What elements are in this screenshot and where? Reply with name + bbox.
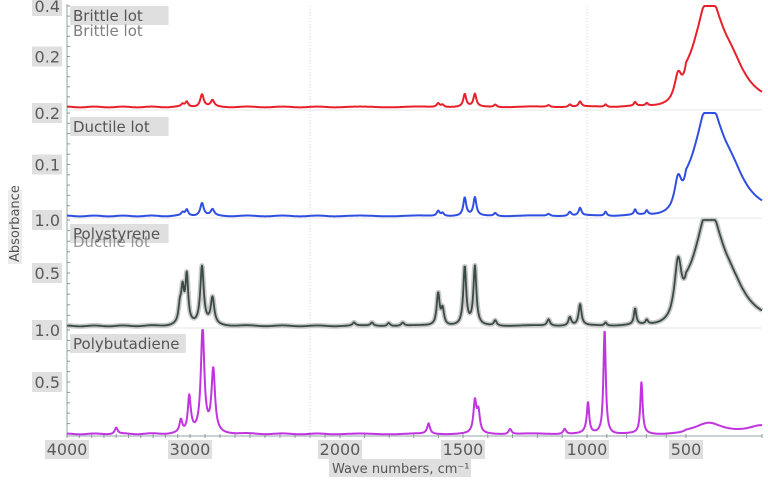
- y-tick-label-bg: [32, 154, 62, 175]
- y-tick-label-bg: [32, 372, 62, 392]
- ghost-label: Ductile lot: [73, 233, 150, 251]
- y-tick-label: 0.5: [35, 264, 60, 283]
- panel-label: Polystyrene: [73, 225, 160, 243]
- x-tick-label-bg: [318, 440, 362, 459]
- panel-label-bg: [70, 6, 169, 25]
- y-tick-label: 1.0: [35, 321, 60, 340]
- x-axis-title: Wave numbers, cm⁻¹: [332, 462, 469, 477]
- spectra-series: [64, 5, 764, 436]
- series-shadow: [64, 217, 764, 329]
- y-tick-label-bg: [32, 210, 62, 230]
- y-tick-label: 0.2: [35, 48, 60, 67]
- y-axis-title: Absorbance: [8, 185, 23, 262]
- x-tick-label: 2000: [320, 440, 361, 459]
- y-tick-label: 0.2: [35, 104, 60, 123]
- spectrum-line: [66, 219, 763, 328]
- x-axis-title-bg: [329, 459, 471, 477]
- x-tick-label: 500: [671, 440, 702, 459]
- x-tick-label-bg: [565, 440, 609, 459]
- y-tick-label-bg: [32, 263, 62, 283]
- y-tick-label: 1.0: [35, 211, 60, 230]
- series-polystyrene: [64, 217, 764, 329]
- panel-label: Polybutadiene: [73, 335, 180, 353]
- spectrum-line: [66, 5, 763, 109]
- x-tick-label: 1000: [567, 440, 608, 459]
- y-tick-label-bg: [32, 103, 62, 123]
- x-tick-label: 3000: [170, 440, 211, 459]
- panel-label: Brittle lot: [73, 7, 143, 25]
- spectrum-line: [66, 112, 763, 218]
- series-polybutadiene: [66, 329, 762, 436]
- y-axis-title-bg: [8, 190, 22, 264]
- panel-label: Ductile lot: [73, 118, 150, 136]
- y-tick-label: 0.5: [35, 373, 60, 392]
- y-tick-label-bg: [32, 0, 62, 16]
- x-tick-label: 4000: [47, 440, 88, 459]
- y-tick-label-bg: [32, 46, 62, 67]
- gridlines: [67, 6, 762, 434]
- y-tick-label: 0.1: [35, 156, 60, 175]
- y-tick-label: 0.4: [35, 0, 60, 16]
- series-brittle-lot: [66, 5, 763, 109]
- x-tick-label-bg: [441, 440, 485, 459]
- axes: 4000 3000 2000 1500 1000 500 Wave numbers, cm⁻…: [8, 0, 763, 477]
- series-ductile-lot: [66, 112, 763, 218]
- x-tick-label-bg: [45, 440, 89, 459]
- panel-label-bg: [70, 334, 186, 353]
- panel-label-bg: [70, 224, 169, 243]
- ghost-label: Brittle lot: [73, 22, 143, 40]
- x-tick-label: 1500: [443, 440, 484, 459]
- panel-label-bg: [70, 117, 169, 136]
- spectrum-line: [66, 329, 762, 436]
- x-tick-label-bg: [669, 440, 703, 459]
- x-tick-label-bg: [168, 440, 212, 459]
- y-tick-label-bg: [32, 320, 62, 340]
